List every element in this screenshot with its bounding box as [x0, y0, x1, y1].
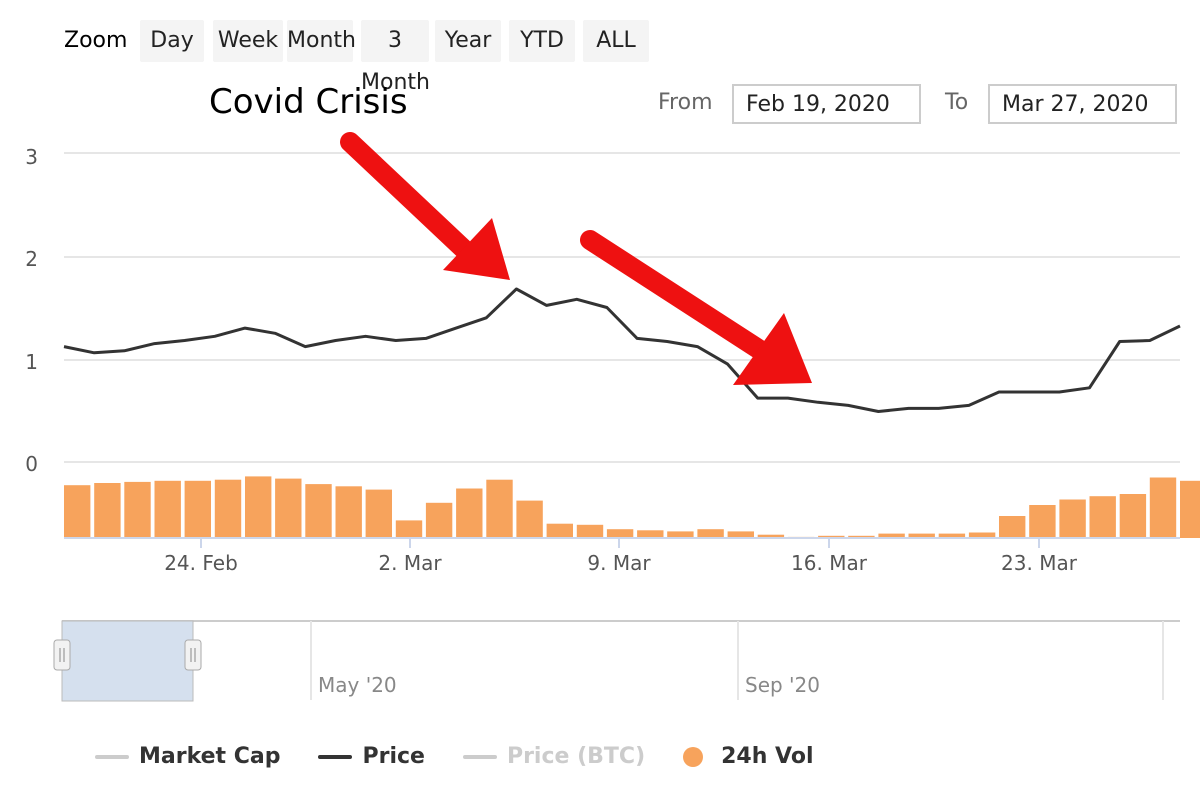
arrow-head	[443, 218, 510, 280]
volume-bar	[938, 533, 966, 538]
legend-line-icon	[95, 754, 129, 759]
navigator-handle-left[interactable]	[53, 639, 71, 671]
volume-bar	[999, 516, 1026, 538]
legend-line-icon	[318, 754, 353, 759]
to-date-input[interactable]	[988, 84, 1177, 124]
zoom-3month-button[interactable]: 3 Month	[361, 20, 430, 95]
arrow-shaft	[580, 230, 770, 360]
navigator-label-may: May '20	[318, 673, 397, 697]
volume-bar	[425, 502, 453, 538]
volume-bar	[968, 532, 996, 538]
arrow-shaft	[340, 132, 480, 265]
x-tick-label: 16. Mar	[791, 551, 867, 575]
volume-bar	[154, 480, 181, 538]
navigator[interactable]	[53, 620, 1180, 702]
volume-bar	[1180, 480, 1200, 538]
volume-bar	[64, 485, 91, 538]
navigator-handle-body[interactable]	[53, 639, 71, 671]
volume-bar	[727, 531, 754, 538]
x-tick-label: 23. Mar	[1001, 551, 1077, 575]
zoom-ytd-button[interactable]: YTD	[509, 20, 575, 62]
volume-bar	[1149, 477, 1177, 538]
zoom-all-button[interactable]: ALL	[583, 20, 649, 62]
volume-bar	[1059, 499, 1086, 538]
x-axis-ticks	[200, 538, 1040, 548]
volume-bar	[245, 476, 272, 538]
y-tick-label: 0	[25, 452, 38, 476]
arrow-head	[733, 313, 812, 385]
zoom-day-button[interactable]: Day	[140, 20, 204, 62]
volume-bar	[697, 529, 724, 538]
volume-bar	[848, 535, 875, 538]
zoom-month-button[interactable]: Month	[287, 20, 356, 62]
volume-bar	[576, 524, 604, 538]
legend-label: Price (BTC)	[506, 744, 646, 769]
volume-bar	[757, 534, 785, 538]
volume-bars	[64, 476, 1200, 538]
volume-bar	[365, 489, 392, 538]
volume-bar	[878, 533, 905, 538]
annotation-arrow-left	[340, 132, 510, 280]
volume-bar	[486, 479, 513, 538]
annotation-arrow-right	[580, 230, 812, 385]
to-label: To	[945, 90, 969, 115]
volume-bar	[305, 484, 332, 538]
legend: Market Cap Price Price (BTC) 24h Vol	[95, 744, 852, 769]
volume-bar	[94, 483, 121, 538]
volume-bar	[908, 533, 935, 538]
legend-item-24h-vol[interactable]: 24h Vol	[683, 744, 814, 769]
volume-bar	[395, 520, 423, 538]
navigator-handle-right[interactable]	[184, 639, 202, 671]
volume-bar	[184, 480, 211, 538]
legend-item-market-cap[interactable]: Market Cap	[95, 744, 280, 769]
volume-bar	[275, 478, 302, 538]
volume-bar	[335, 486, 362, 538]
legend-label: Market Cap	[139, 744, 281, 769]
volume-bar	[1119, 494, 1147, 538]
volume-bar	[667, 531, 694, 538]
volume-bar	[516, 500, 543, 538]
volume-bar	[214, 479, 242, 538]
navigator-handle-body[interactable]	[184, 639, 202, 671]
navigator-selected-range[interactable]	[61, 620, 194, 702]
volume-bar	[818, 535, 845, 538]
from-label: From	[658, 90, 713, 115]
volume-bar	[606, 529, 634, 538]
x-tick-label: 9. Mar	[587, 551, 651, 575]
volume-bar	[124, 481, 151, 538]
zoom-label: Zoom	[64, 28, 128, 53]
y-tick-label: 2	[25, 247, 38, 271]
zoom-year-button[interactable]: Year	[435, 20, 501, 62]
y-tick-label: 1	[25, 350, 38, 374]
legend-line-icon	[462, 754, 497, 759]
from-date-input[interactable]	[732, 84, 921, 124]
zoom-week-button[interactable]: Week	[213, 20, 283, 62]
grid-lines	[64, 152, 1180, 463]
volume-bar	[1029, 505, 1056, 538]
volume-bar	[637, 530, 664, 538]
legend-dot-icon	[683, 746, 704, 767]
x-tick-label: 24. Feb	[164, 551, 238, 575]
x-tick-label: 2. Mar	[378, 551, 442, 575]
legend-label: Price	[362, 744, 425, 769]
y-tick-label: 3	[25, 145, 38, 169]
volume-bar	[456, 488, 483, 538]
legend-label: 24h Vol	[721, 744, 814, 769]
navigator-label-sep: Sep '20	[745, 673, 820, 697]
legend-item-price[interactable]: Price	[318, 744, 425, 769]
annotation-title: Covid Crisis	[209, 82, 408, 122]
volume-bar	[1089, 496, 1116, 538]
legend-item-price-btc[interactable]: Price (BTC)	[462, 744, 646, 769]
price-line	[63, 287, 1181, 413]
volume-bar	[546, 523, 573, 538]
